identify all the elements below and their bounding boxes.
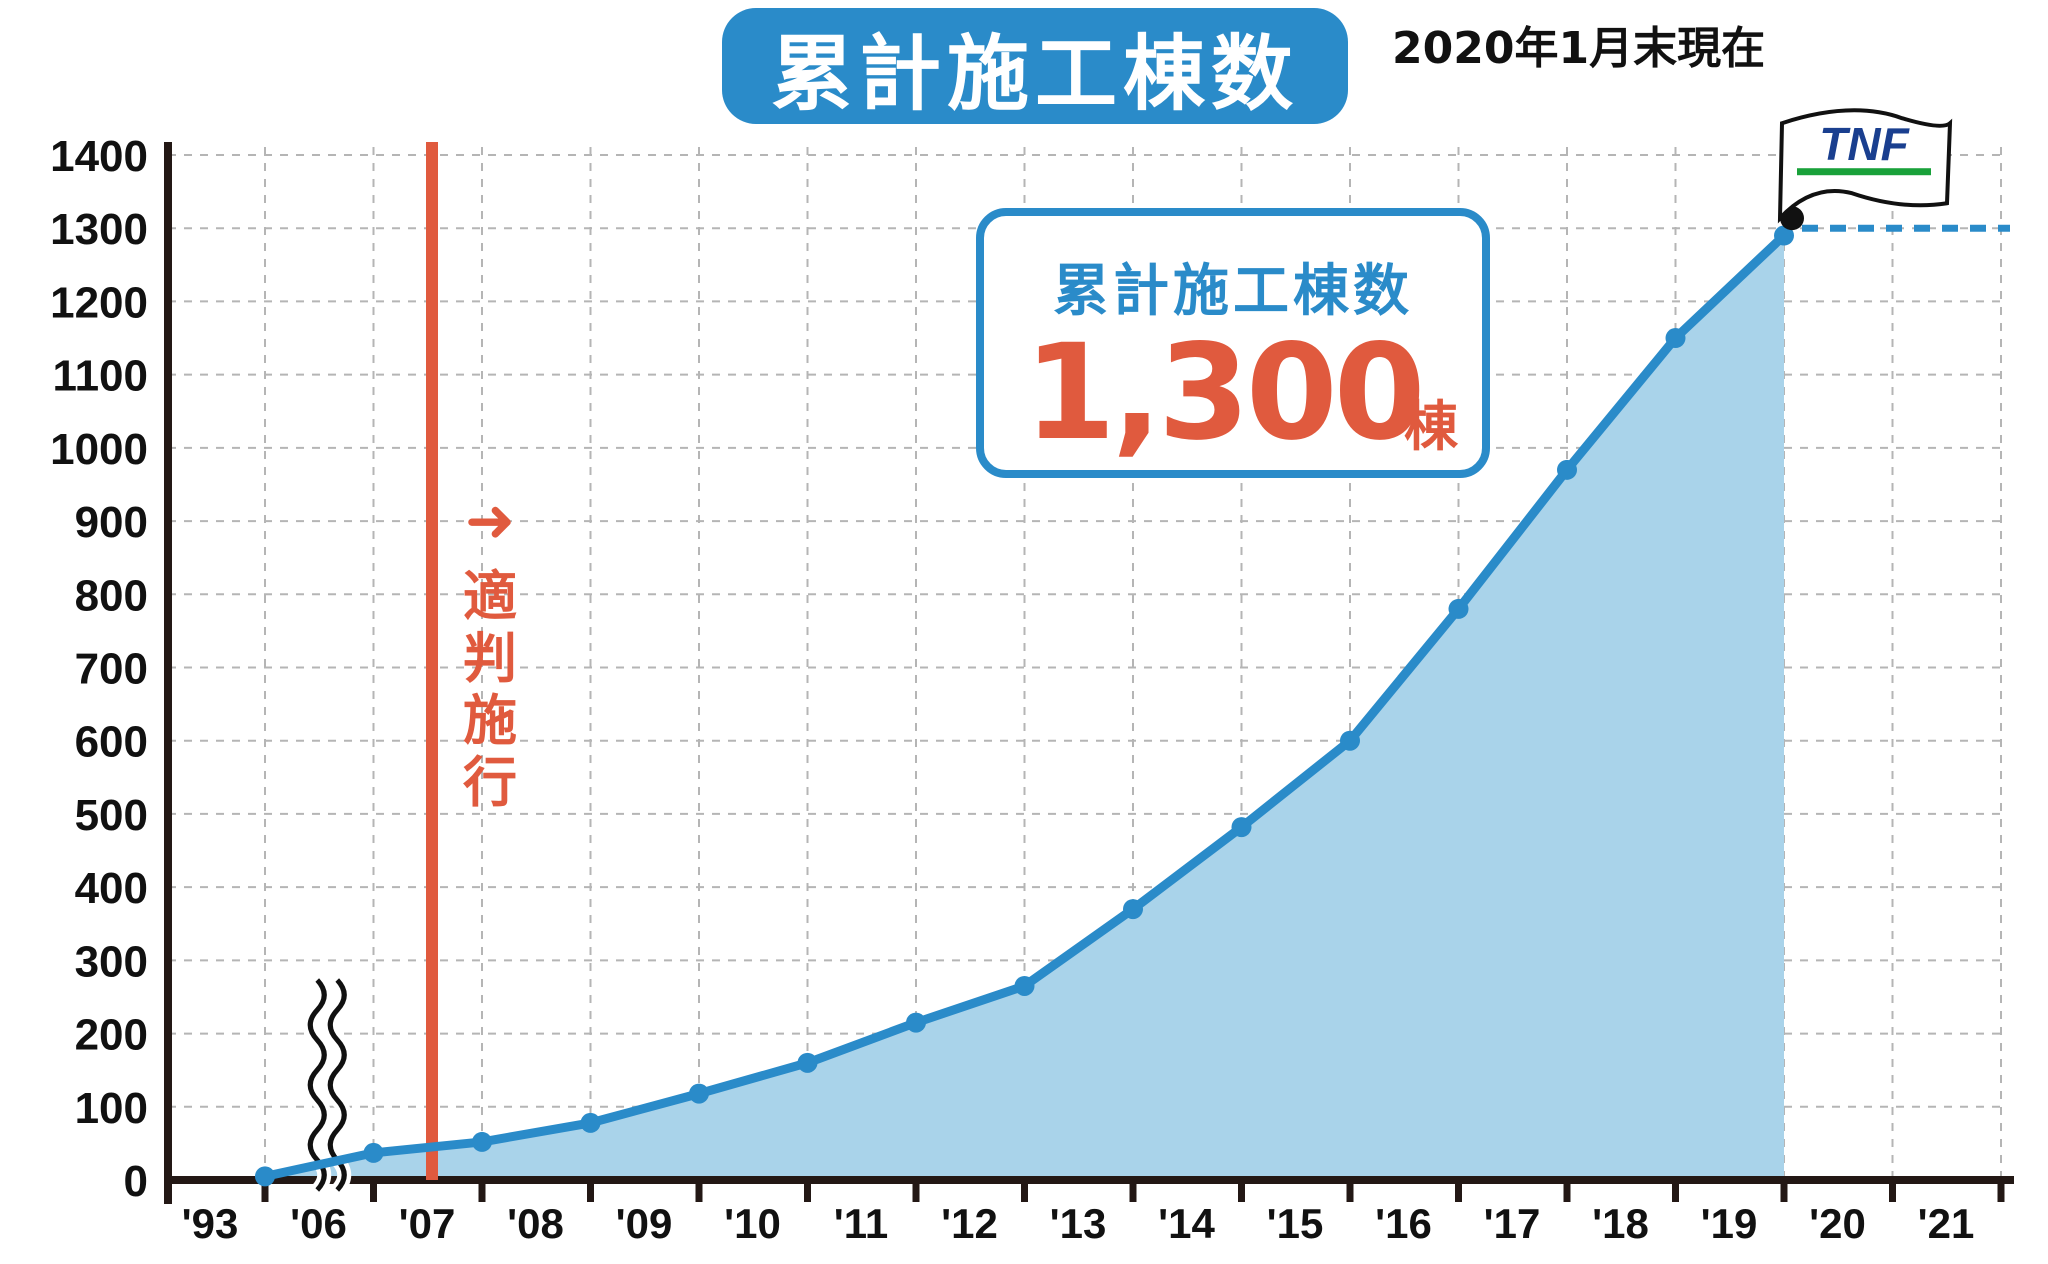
data-point — [1665, 328, 1686, 349]
x-tick-label: '07 — [399, 1200, 456, 1247]
data-point — [1123, 899, 1143, 920]
data-point — [1231, 817, 1252, 838]
y-tick-label: 1400 — [50, 132, 148, 181]
x-tick-label: '11 — [834, 1200, 888, 1247]
series-area — [265, 235, 1784, 1181]
flag-cloth — [1777, 108, 1953, 224]
y-tick-label: 1300 — [50, 205, 148, 254]
x-tick-label: '16 — [1375, 1200, 1432, 1247]
data-point — [363, 1142, 384, 1163]
data-point — [906, 1012, 926, 1033]
law-label-char: 適 — [463, 565, 517, 628]
data-point — [580, 1112, 601, 1133]
y-tick-label: 300 — [75, 937, 148, 986]
law-label-char: 判 — [463, 627, 517, 690]
law-enforcement-label: ➜ 適 判 施 行 — [455, 490, 525, 814]
x-tick-label: '13 — [1050, 1200, 1107, 1247]
x-tick-label: '21 — [1918, 1200, 1975, 1247]
data-point — [1557, 459, 1577, 480]
y-tick-label: 500 — [75, 791, 148, 840]
total-count-value: 1,300 — [1024, 316, 1426, 470]
total-count-unit: 棟 — [1404, 395, 1458, 458]
as-of-date: 2020年1月末現在 — [1392, 23, 1766, 74]
y-tick-label: 700 — [75, 645, 148, 694]
y-tick-label: 1200 — [50, 278, 148, 327]
law-label-char: 施 — [463, 689, 517, 752]
tnf-flag-icon: TNF — [1777, 108, 1953, 231]
data-point — [1448, 598, 1469, 619]
data-point — [472, 1131, 492, 1152]
y-tick-label: 600 — [75, 718, 148, 767]
y-tick-label: 1000 — [50, 425, 148, 474]
x-tick-label: '19 — [1701, 1200, 1758, 1247]
y-tick-label: 0 — [124, 1157, 148, 1206]
x-tick-label: '09 — [616, 1200, 673, 1247]
x-tick-label: '20 — [1809, 1200, 1866, 1247]
data-point — [255, 1166, 275, 1187]
y-tick-label: 100 — [75, 1084, 148, 1133]
data-point — [797, 1052, 818, 1073]
x-tick-label: '08 — [507, 1200, 564, 1247]
x-tick-label: '18 — [1592, 1200, 1649, 1247]
chart-title: 累計施工棟数 — [722, 8, 1348, 124]
law-label-char: 行 — [463, 751, 517, 814]
data-points — [255, 225, 1794, 1187]
x-tick-label: '93 — [182, 1200, 239, 1247]
area-fill — [265, 235, 1784, 1181]
y-tick-label: 800 — [75, 571, 148, 620]
data-point — [689, 1083, 709, 1104]
x-tick-label: '15 — [1267, 1200, 1324, 1247]
y-tick-label: 200 — [75, 1011, 148, 1060]
arrow-right-icon: ➜ — [464, 486, 516, 556]
x-tick-label: '12 — [941, 1200, 998, 1247]
x-tick-label: '06 — [290, 1200, 347, 1247]
total-count-label: 累計施工棟数 — [1053, 259, 1413, 324]
x-tick-label: '17 — [1484, 1200, 1541, 1247]
axis-break-icon — [307, 978, 327, 1192]
total-count-box: 累計施工棟数 1,300 棟 — [976, 208, 1490, 478]
x-tick-label: '10 — [724, 1200, 781, 1247]
flag-stripe — [1797, 168, 1931, 176]
x-tick-label: '14 — [1158, 1200, 1215, 1247]
flag-text: TNF — [1819, 118, 1910, 170]
y-tick-label: 900 — [75, 498, 148, 547]
y-tick-label: 400 — [75, 864, 148, 913]
data-point — [1014, 975, 1035, 996]
data-point — [1340, 730, 1360, 751]
data-point — [1774, 225, 1794, 246]
y-tick-label: 1100 — [53, 352, 148, 401]
